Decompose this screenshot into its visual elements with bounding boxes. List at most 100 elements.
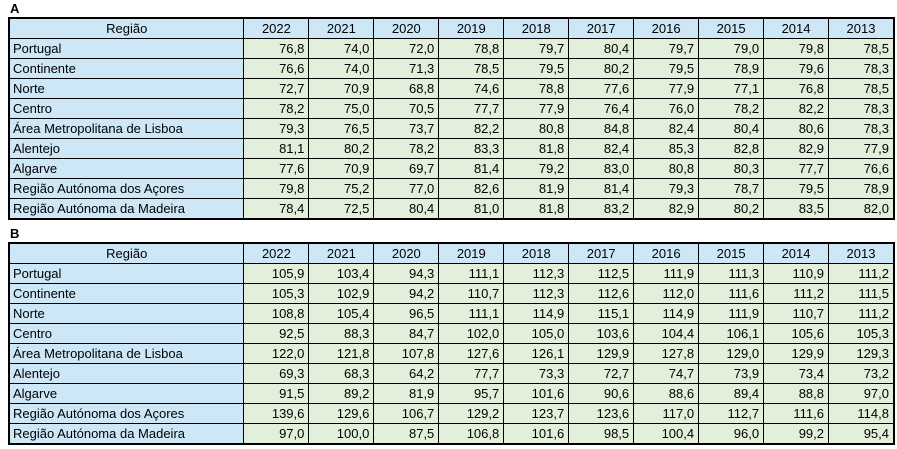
value-cell[interactable]: 78,9	[828, 178, 895, 199]
value-cell[interactable]: 127,6	[438, 343, 505, 364]
value-cell[interactable]: 100,0	[308, 423, 375, 445]
value-cell[interactable]: 123,6	[568, 403, 635, 424]
value-cell[interactable]: 96,0	[698, 423, 765, 445]
value-cell[interactable]: 106,8	[438, 423, 505, 445]
value-cell[interactable]: 78,5	[438, 58, 505, 79]
value-cell[interactable]: 80,8	[503, 118, 570, 139]
value-cell[interactable]: 76,0	[633, 98, 700, 119]
year-column-header-2017[interactable]: 2017	[568, 242, 635, 264]
value-cell[interactable]: 121,8	[308, 343, 375, 364]
value-cell[interactable]: 79,3	[243, 118, 310, 139]
year-column-header-2020[interactable]: 2020	[373, 17, 440, 39]
region-cell[interactable]: Alentejo	[8, 138, 245, 159]
value-cell[interactable]: 111,2	[763, 283, 830, 304]
value-cell[interactable]: 106,7	[373, 403, 440, 424]
value-cell[interactable]: 77,7	[438, 363, 505, 384]
value-cell[interactable]: 79,8	[243, 178, 310, 199]
value-cell[interactable]: 88,3	[308, 323, 375, 344]
region-cell[interactable]: Continente	[8, 283, 245, 304]
year-column-header-2018[interactable]: 2018	[503, 242, 570, 264]
value-cell[interactable]: 75,2	[308, 178, 375, 199]
value-cell[interactable]: 81,4	[438, 158, 505, 179]
region-cell[interactable]: Área Metropolitana de Lisboa	[8, 118, 245, 139]
value-cell[interactable]: 69,7	[373, 158, 440, 179]
value-cell[interactable]: 80,2	[308, 138, 375, 159]
year-column-header-2021[interactable]: 2021	[308, 242, 375, 264]
value-cell[interactable]: 102,0	[438, 323, 505, 344]
value-cell[interactable]: 129,9	[568, 343, 635, 364]
value-cell[interactable]: 80,2	[568, 58, 635, 79]
value-cell[interactable]: 81,8	[503, 198, 570, 220]
value-cell[interactable]: 78,2	[698, 98, 765, 119]
value-cell[interactable]: 111,2	[828, 263, 895, 284]
region-cell[interactable]: Portugal	[8, 263, 245, 284]
value-cell[interactable]: 79,0	[698, 38, 765, 59]
value-cell[interactable]: 84,8	[568, 118, 635, 139]
value-cell[interactable]: 79,8	[763, 38, 830, 59]
year-column-header-2014[interactable]: 2014	[763, 17, 830, 39]
value-cell[interactable]: 94,3	[373, 263, 440, 284]
value-cell[interactable]: 78,7	[698, 178, 765, 199]
year-column-header-2014[interactable]: 2014	[763, 242, 830, 264]
value-cell[interactable]: 101,6	[503, 423, 570, 445]
year-column-header-2019[interactable]: 2019	[438, 17, 505, 39]
value-cell[interactable]: 122,0	[243, 343, 310, 364]
value-cell[interactable]: 78,8	[438, 38, 505, 59]
value-cell[interactable]: 111,6	[698, 283, 765, 304]
value-cell[interactable]: 126,1	[503, 343, 570, 364]
value-cell[interactable]: 79,6	[763, 58, 830, 79]
value-cell[interactable]: 76,6	[828, 158, 895, 179]
value-cell[interactable]: 139,6	[243, 403, 310, 424]
value-cell[interactable]: 111,9	[698, 303, 765, 324]
value-cell[interactable]: 79,5	[503, 58, 570, 79]
value-cell[interactable]: 82,9	[633, 198, 700, 220]
value-cell[interactable]: 103,4	[308, 263, 375, 284]
value-cell[interactable]: 101,6	[503, 383, 570, 404]
value-cell[interactable]: 112,7	[698, 403, 765, 424]
region-cell[interactable]: Alentejo	[8, 363, 245, 384]
value-cell[interactable]: 81,9	[503, 178, 570, 199]
value-cell[interactable]: 76,6	[243, 58, 310, 79]
year-column-header-2015[interactable]: 2015	[698, 242, 765, 264]
value-cell[interactable]: 117,0	[633, 403, 700, 424]
value-cell[interactable]: 70,9	[308, 158, 375, 179]
value-cell[interactable]: 112,3	[503, 283, 570, 304]
value-cell[interactable]: 88,6	[633, 383, 700, 404]
value-cell[interactable]: 114,9	[503, 303, 570, 324]
value-cell[interactable]: 110,7	[438, 283, 505, 304]
year-column-header-2017[interactable]: 2017	[568, 17, 635, 39]
value-cell[interactable]: 83,2	[568, 198, 635, 220]
value-cell[interactable]: 78,3	[828, 58, 895, 79]
value-cell[interactable]: 102,9	[308, 283, 375, 304]
region-cell[interactable]: Região Autónoma da Madeira	[8, 198, 245, 220]
value-cell[interactable]: 94,2	[373, 283, 440, 304]
value-cell[interactable]: 129,9	[763, 343, 830, 364]
year-column-header-2013[interactable]: 2013	[828, 242, 895, 264]
value-cell[interactable]: 85,3	[633, 138, 700, 159]
year-column-header-2016[interactable]: 2016	[633, 242, 700, 264]
year-column-header-2022[interactable]: 2022	[243, 242, 310, 264]
value-cell[interactable]: 111,2	[828, 303, 895, 324]
value-cell[interactable]: 106,1	[698, 323, 765, 344]
value-cell[interactable]: 105,4	[308, 303, 375, 324]
value-cell[interactable]: 89,2	[308, 383, 375, 404]
value-cell[interactable]: 78,5	[828, 38, 895, 59]
value-cell[interactable]: 105,0	[503, 323, 570, 344]
value-cell[interactable]: 74,7	[633, 363, 700, 384]
value-cell[interactable]: 81,9	[373, 383, 440, 404]
value-cell[interactable]: 72,5	[308, 198, 375, 220]
value-cell[interactable]: 69,3	[243, 363, 310, 384]
region-cell[interactable]: Centro	[8, 98, 245, 119]
value-cell[interactable]: 82,2	[438, 118, 505, 139]
value-cell[interactable]: 111,9	[633, 263, 700, 284]
value-cell[interactable]: 112,0	[633, 283, 700, 304]
value-cell[interactable]: 114,9	[633, 303, 700, 324]
value-cell[interactable]: 92,5	[243, 323, 310, 344]
region-cell[interactable]: Área Metropolitana de Lisboa	[8, 343, 245, 364]
value-cell[interactable]: 77,6	[243, 158, 310, 179]
region-cell[interactable]: Centro	[8, 323, 245, 344]
value-cell[interactable]: 73,7	[373, 118, 440, 139]
value-cell[interactable]: 129,2	[438, 403, 505, 424]
value-cell[interactable]: 81,0	[438, 198, 505, 220]
value-cell[interactable]: 82,4	[633, 118, 700, 139]
